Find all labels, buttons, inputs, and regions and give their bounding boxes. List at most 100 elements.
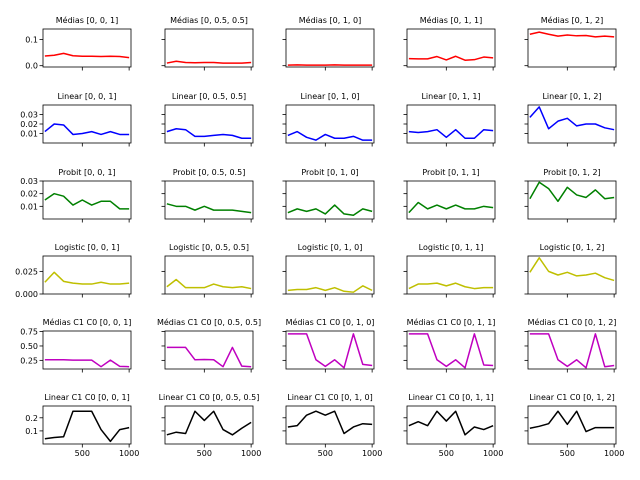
subplot: Probit [0, 0.5, 0.5] [161, 168, 254, 223]
subplot-title: Logistic [0, 1, 1] [419, 243, 484, 252]
x-tick-label: 500 [75, 449, 90, 458]
axes-frame [164, 180, 254, 220]
subplot: Linear [0, 1, 0] [282, 92, 375, 147]
axes-frame [406, 104, 496, 144]
x-tick-label: 1000 [483, 449, 503, 458]
series-line [44, 123, 130, 136]
axes-frame [285, 330, 375, 370]
subplot-title: Médias [0, 0.5, 0.5] [170, 15, 248, 25]
subplot-title: Logistic [0, 1, 2] [540, 243, 605, 252]
subplot: Médias [0, 0, 1] 0.0 0.1 [25, 15, 132, 71]
x-tick-label: 500 [439, 449, 454, 458]
y-tick-label: 0.000 [15, 290, 38, 299]
y-tick-label: 0.03 [20, 111, 38, 120]
series-line [166, 278, 252, 290]
series-line [408, 55, 494, 61]
axes-frame [406, 330, 496, 370]
series-line [44, 359, 130, 368]
y-tick-label: 0.01 [20, 130, 38, 139]
x-tick-label: 500 [318, 449, 333, 458]
subplot-title: Logistic [0, 0, 1] [55, 243, 120, 252]
subplot: Linear [0, 1, 1] [403, 92, 496, 147]
series-line [166, 128, 252, 139]
subplot: Logistic [0, 0, 1] 0.000 0.025 [15, 243, 132, 299]
axes-frame [42, 255, 132, 295]
axes-frame [42, 180, 132, 220]
subplot: Médias [0, 1, 0] [282, 15, 375, 71]
subplot-title: Linear [0, 1, 0] [300, 92, 359, 101]
subplot: Linear [0, 0, 1] 0.010.020.03 [20, 92, 132, 147]
series-line [44, 410, 130, 443]
y-tick-label: 0.25 [20, 356, 38, 365]
y-tick-label: 0.75 [20, 328, 38, 337]
y-tick-label: 0.02 [20, 190, 38, 199]
subplot-title: Médias [0, 1, 1] [420, 15, 482, 25]
x-tick-label: 1000 [362, 449, 382, 458]
x-tick-label: 500 [560, 449, 575, 458]
subplot-title: Médias [0, 0, 1] [56, 15, 118, 25]
series-line [287, 333, 373, 369]
subplot: Médias C1 C0 [0, 0, 1] 0.25 0.50 0.75 [20, 317, 131, 373]
subplot-title: Linear [0, 1, 1] [421, 92, 480, 101]
series-line [44, 192, 130, 210]
subplot: Logistic [0, 0.5, 0.5] [161, 243, 254, 298]
axes-frame [164, 28, 254, 68]
axes-frame [42, 405, 132, 445]
subplot-title: Logistic [0, 0.5, 0.5] [169, 243, 249, 252]
subplot: Médias C1 C0 [0, 1, 1] [403, 317, 496, 373]
axes-frame [527, 330, 617, 370]
series-line [529, 106, 615, 131]
series-line [408, 282, 494, 290]
series-line [287, 130, 373, 141]
series-line [408, 128, 494, 139]
series-line [287, 285, 373, 293]
series-line [287, 204, 373, 216]
subplot: Linear C1 C0 [0, 0, 1] 0.1 0.2 500 1000 [25, 393, 139, 458]
subplot: Linear C1 C0 [0, 1, 1] 500 1000 [403, 393, 503, 458]
series-line [166, 60, 252, 64]
subplot: Linear C1 C0 [0, 1, 2] 500 1000 [524, 393, 624, 458]
subplot: Médias C1 C0 [0, 0.5, 0.5] [157, 317, 261, 373]
series-line [166, 410, 252, 436]
axes-frame [164, 405, 254, 445]
subplot: Probit [0, 0, 1] 0.01 0.02 0.03 [20, 168, 132, 223]
axes-frame [527, 180, 617, 220]
subplot: Linear [0, 0.5, 0.5] [161, 92, 254, 147]
axes-frame [527, 255, 617, 295]
series-line [408, 410, 494, 436]
series-line [166, 203, 252, 214]
subplot: Médias C1 C0 [0, 1, 2] [524, 317, 617, 373]
subplot-title: Probit [0, 0.5, 0.5] [173, 168, 246, 177]
subplot: Probit [0, 1, 0] [282, 168, 375, 223]
subplot-title: Probit [0, 1, 2] [543, 168, 600, 177]
x-tick-label: 1000 [119, 449, 139, 458]
series-line [529, 257, 615, 282]
subplot-title: Linear [0, 0.5, 0.5] [172, 92, 246, 101]
series-line [44, 271, 130, 285]
subplot: Médias [0, 0.5, 0.5] [161, 15, 254, 71]
subplot-title: Linear [0, 0, 1] [57, 92, 116, 101]
series-line [529, 333, 615, 369]
subplot: Médias C1 C0 [0, 1, 0] [282, 317, 375, 373]
subplot-title: Probit [0, 1, 1] [422, 168, 479, 177]
subplot: Linear C1 C0 [0, 0.5, 0.5] 500 1000 [159, 393, 262, 458]
subplot: Probit [0, 1, 1] [403, 168, 496, 223]
subplot-title: Linear C1 C0 [0, 1, 0] [287, 393, 373, 402]
y-tick-label: 0.03 [20, 177, 38, 186]
subplot-title: Médias C1 C0 [0, 1, 1] [407, 317, 496, 327]
axes-frame [406, 180, 496, 220]
subplot-title: Logistic [0, 1, 0] [298, 243, 363, 252]
subplot-title: Linear C1 C0 [0, 0.5, 0.5] [159, 393, 260, 402]
series-line [408, 333, 494, 369]
axes-frame [42, 330, 132, 370]
y-tick-label: 0.02 [20, 120, 38, 129]
y-tick-label: 0.50 [20, 342, 38, 351]
subplot: Linear [0, 1, 2] [524, 92, 617, 147]
axes-frame [285, 255, 375, 295]
subplot-title: Médias [0, 1, 0] [299, 15, 361, 25]
series-line [44, 52, 130, 59]
axes-frame [285, 28, 375, 68]
y-tick-label: 0.1 [25, 35, 38, 44]
subplot-title: Linear [0, 1, 2] [542, 92, 601, 101]
